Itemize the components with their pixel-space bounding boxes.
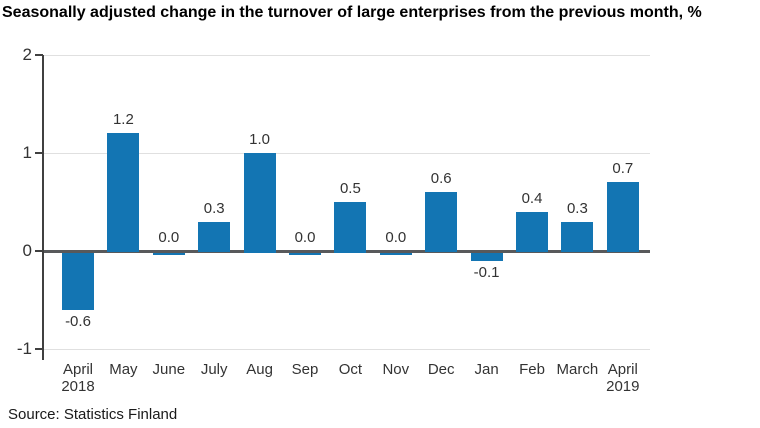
month-label: Aug — [246, 361, 273, 378]
year-label: 2018 — [61, 378, 95, 395]
chart-title: Seasonally adjusted change in the turnov… — [2, 4, 702, 21]
plot-area: 2 1 0 -1 -0.6 April 2018 1.2 May 0.0 June 0.3 July 1.… — [17, 46, 650, 395]
bar-value-label: 0.6 — [430, 170, 452, 188]
bar-value-label: -0.1 — [473, 263, 500, 281]
y-axis-tick-label: -1 — [16, 339, 32, 358]
month-label: April — [62, 361, 93, 378]
bar-value-label: 0.7 — [612, 160, 634, 178]
x-axis-category-label: April 2018 — [46, 361, 110, 395]
month-label: March — [556, 361, 599, 378]
y-axis-tick — [35, 152, 43, 154]
bar-value-label: 0.0 — [294, 229, 316, 246]
x-axis-category-label: Oct — [318, 361, 382, 378]
x-axis-category-label: July — [182, 361, 246, 378]
y-axis-tick-label: 0 — [22, 241, 32, 260]
month-label: Feb — [519, 361, 545, 378]
x-axis-category-label: Sep — [273, 361, 337, 378]
month-label: Sep — [291, 361, 319, 378]
month-label: April — [607, 361, 638, 378]
x-axis-category-label: Feb — [500, 361, 564, 378]
year-label: 2019 — [606, 378, 640, 395]
bar-value-label: 0.3 — [566, 199, 588, 217]
bar — [152, 252, 185, 255]
bar — [379, 252, 412, 255]
gridline — [44, 55, 650, 56]
month-label: May — [109, 361, 138, 378]
month-label: Dec — [427, 361, 455, 378]
bar — [62, 252, 94, 310]
bar — [198, 221, 231, 253]
bar — [425, 192, 458, 253]
x-axis-category-label: March — [545, 361, 609, 378]
bar — [334, 202, 367, 253]
y-axis-tick-label: 2 — [22, 45, 32, 64]
bar — [107, 133, 140, 253]
month-label: Nov — [382, 361, 410, 378]
bar — [470, 252, 503, 261]
y-axis-tick — [35, 348, 43, 350]
bar-value-label: 0.4 — [521, 189, 543, 207]
month-label: Oct — [338, 361, 363, 378]
gridline — [44, 153, 650, 154]
y-axis-tick-label: 1 — [22, 143, 32, 162]
x-axis-category-label: Dec — [409, 361, 473, 378]
bar — [606, 182, 639, 253]
x-axis-category-label: May — [91, 361, 155, 378]
bar-value-label: 0.0 — [158, 229, 180, 246]
x-axis-category-label: June — [137, 361, 201, 378]
month-label: Jan — [474, 361, 499, 378]
x-axis-category-label: Jan — [455, 361, 519, 378]
month-label: July — [200, 361, 228, 378]
bar — [289, 252, 321, 255]
source-label: Source: Statistics Finland — [8, 406, 178, 423]
bar-value-label: 0.0 — [385, 229, 407, 246]
x-axis-category-label: Nov — [364, 361, 428, 378]
y-axis-line — [42, 55, 44, 360]
x-axis-category-label: Aug — [228, 361, 292, 378]
bar — [516, 211, 548, 253]
bar-value-label: 1.0 — [249, 131, 271, 148]
gridline — [44, 349, 650, 350]
y-axis-tick — [35, 250, 43, 252]
bar — [561, 221, 594, 253]
bar-value-label: 0.3 — [203, 199, 225, 217]
bar-value-label: -0.6 — [65, 312, 91, 330]
x-axis-category-label: April 2019 — [591, 361, 655, 395]
bar — [243, 153, 276, 253]
y-axis-tick — [35, 54, 43, 56]
bar-value-label: 1.2 — [112, 111, 134, 129]
bar-value-label: 0.5 — [339, 180, 361, 197]
month-label: June — [152, 361, 186, 378]
